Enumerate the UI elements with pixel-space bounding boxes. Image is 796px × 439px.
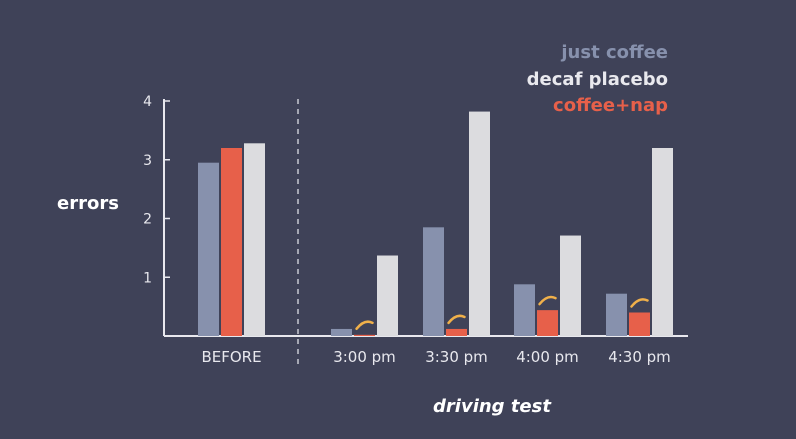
bar-just-coffee — [606, 293, 627, 336]
nap-annotation-mark — [447, 314, 466, 325]
bar-coffee-nap — [537, 310, 558, 336]
bar-coffee-nap — [221, 148, 242, 336]
y-tick-label: 4 — [143, 94, 152, 110]
x-tick-label: 3:00 pm — [333, 348, 396, 366]
chart-bars — [198, 111, 673, 336]
x-tick-label: 4:00 pm — [516, 348, 579, 366]
nap-annotation-mark — [630, 298, 649, 308]
bar-decaf-placebo — [377, 255, 398, 336]
x-axis-label: driving test — [433, 396, 552, 417]
bar-just-coffee — [423, 227, 444, 336]
bar-decaf-placebo — [560, 235, 581, 336]
y-tick-label: 2 — [143, 212, 152, 228]
bar-just-coffee — [198, 162, 219, 336]
chart-labels: BEFORE 3:00 pm 3:30 pm 4:00 pm 4:30 pm — [201, 348, 670, 366]
legend-decaf-placebo: decaf placebo — [527, 69, 668, 90]
x-tick-label: BEFORE — [201, 348, 261, 366]
bar-coffee-nap — [629, 312, 650, 336]
nap-annotation-mark — [355, 320, 374, 331]
legend-coffee-nap: coffee+nap — [553, 95, 668, 116]
y-tick-label: 3 — [143, 153, 152, 169]
nap-annotation-mark — [538, 295, 557, 306]
x-tick-label: 3:30 pm — [425, 348, 488, 366]
y-tick-label: 1 — [143, 270, 152, 286]
bar-decaf-placebo — [652, 148, 673, 336]
y-axis-label: errors — [57, 193, 119, 214]
x-tick-label: 4:30 pm — [608, 348, 671, 366]
bar-just-coffee — [514, 284, 535, 336]
bar-just-coffee — [331, 328, 352, 336]
bar-coffee-nap — [354, 334, 375, 336]
bar-coffee-nap — [446, 328, 467, 336]
bar-decaf-placebo — [469, 111, 490, 336]
legend-just-coffee: just coffee — [560, 42, 668, 63]
bar-decaf-placebo — [244, 143, 265, 336]
